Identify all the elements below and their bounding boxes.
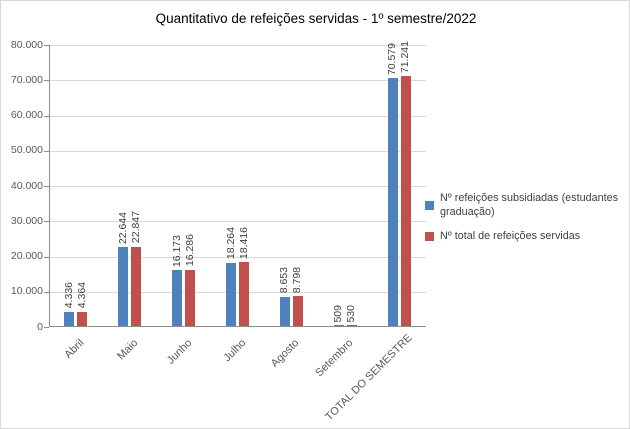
gridline <box>49 256 426 258</box>
y-axis-tick-label: 0 <box>37 320 43 333</box>
y-axis-tick-label: 60.000 <box>10 109 43 121</box>
bar-value-label: 8.653 <box>278 267 291 294</box>
bar-wrap: 71.241 <box>399 41 412 327</box>
bar-wrap: 18.416 <box>238 45 250 327</box>
bar <box>185 269 196 327</box>
y-axis-tick <box>44 45 49 46</box>
bar-wrap: 8.798 <box>291 45 304 327</box>
bar-wrap: 18.264 <box>225 45 237 327</box>
legend-item: Nº total de refeições servidas <box>425 229 627 243</box>
legend-swatch <box>425 231 434 241</box>
bar <box>279 296 290 327</box>
bar-value-label: 8.798 <box>291 266 304 293</box>
bar-group: 22.644 22.847 <box>103 45 157 327</box>
y-axis-tick <box>44 327 49 328</box>
y-axis-line <box>49 45 50 327</box>
bar-value-label: 4.364 <box>75 282 88 309</box>
bar-value-label: 4.336 <box>62 282 75 309</box>
bar-wrap: 530 <box>345 45 358 327</box>
x-axis-line <box>49 326 426 327</box>
bar-wrap: 22.644 <box>117 45 129 327</box>
bar <box>239 262 249 327</box>
bar-group: 70.579 71.241 <box>372 41 426 327</box>
bar <box>292 296 303 327</box>
bar-value-label: 16.173 <box>170 234 183 267</box>
bar <box>64 311 75 327</box>
bar-wrap: 4.364 <box>76 45 88 327</box>
bar-group: 16.173 16.286 <box>157 45 211 327</box>
bar-wrap: 70.579 <box>386 43 399 327</box>
bar <box>226 262 236 327</box>
y-axis-labels: 0 10.000 20.000 30.000 40.000 50.000 60.000 70.… <box>1 39 43 333</box>
y-axis-tick <box>44 115 49 117</box>
bar <box>118 247 129 327</box>
legend-label: Nº total de refeições servidas <box>440 230 581 242</box>
y-axis-tick-label: 70.000 <box>10 73 43 86</box>
legend-item: Nº refeições subsidiadas (estudantes gra… <box>425 191 627 219</box>
gridline <box>49 221 426 223</box>
y-axis-tick-label: 80.000 <box>10 38 43 51</box>
bar-wrap: 16.173 <box>171 45 183 327</box>
gridline <box>49 291 426 293</box>
bar-value-label: 70.579 <box>386 43 399 76</box>
y-axis-tick <box>44 186 49 187</box>
bar-wrap: 16.286 <box>184 45 196 327</box>
legend: Nº refeições subsidiadas (estudantes gra… <box>425 191 627 253</box>
gridline <box>49 115 426 117</box>
y-axis-tick <box>44 80 49 82</box>
bar-value-label: 509 <box>332 304 345 323</box>
gridline <box>49 45 426 46</box>
bar-value-label: 18.264 <box>224 227 237 260</box>
gridline <box>49 150 426 152</box>
bar-value-label: 71.241 <box>399 40 412 73</box>
plot-area: 4.336 4.364 22.644 22.847 16.173 16.286 18.264… <box>44 41 426 328</box>
bar-group: 8.653 8.798 <box>264 45 318 327</box>
bar-value-label: 18.416 <box>237 226 250 260</box>
gridline <box>49 186 426 187</box>
y-axis-tick <box>44 291 49 293</box>
bar-value-label: 22.847 <box>129 211 142 244</box>
bar <box>400 75 411 327</box>
bar-value-label: 22.644 <box>116 212 129 245</box>
chart-title: Quantitativo de refeições servidas - 1º … <box>155 11 477 26</box>
bar-group: 18.264 18.416 <box>211 45 265 327</box>
bar-group: 4.336 4.364 <box>49 45 103 327</box>
y-axis-tick-label: 30.000 <box>10 214 43 227</box>
y-axis-tick <box>44 221 49 223</box>
bar-group: 509 530 <box>318 45 372 327</box>
bar <box>131 246 142 327</box>
y-axis-tick-label: 40.000 <box>10 179 43 192</box>
bar <box>172 270 183 327</box>
bar-wrap: 8.653 <box>278 45 291 327</box>
bar-wrap: 22.847 <box>130 45 142 327</box>
bar-value-label: 530 <box>345 304 358 323</box>
y-axis-tick <box>44 256 49 258</box>
y-axis-tick-label: 10.000 <box>10 285 43 298</box>
legend-label: Nº refeições subsidiadas (estudantes gra… <box>440 192 618 218</box>
bar-wrap: 4.336 <box>63 45 75 327</box>
bar <box>387 78 398 327</box>
bar-groups: 4.336 4.364 22.644 22.847 16.173 16.286 18.264… <box>49 41 426 327</box>
bar <box>77 311 88 327</box>
bar-wrap: 509 <box>332 45 345 327</box>
y-axis-tick <box>44 150 49 152</box>
gridline <box>49 80 426 82</box>
bar-value-label: 16.286 <box>183 234 196 267</box>
y-axis-tick-label: 20.000 <box>10 250 43 262</box>
y-axis-tick-label: 50.000 <box>10 144 43 157</box>
legend-swatch <box>425 200 434 210</box>
